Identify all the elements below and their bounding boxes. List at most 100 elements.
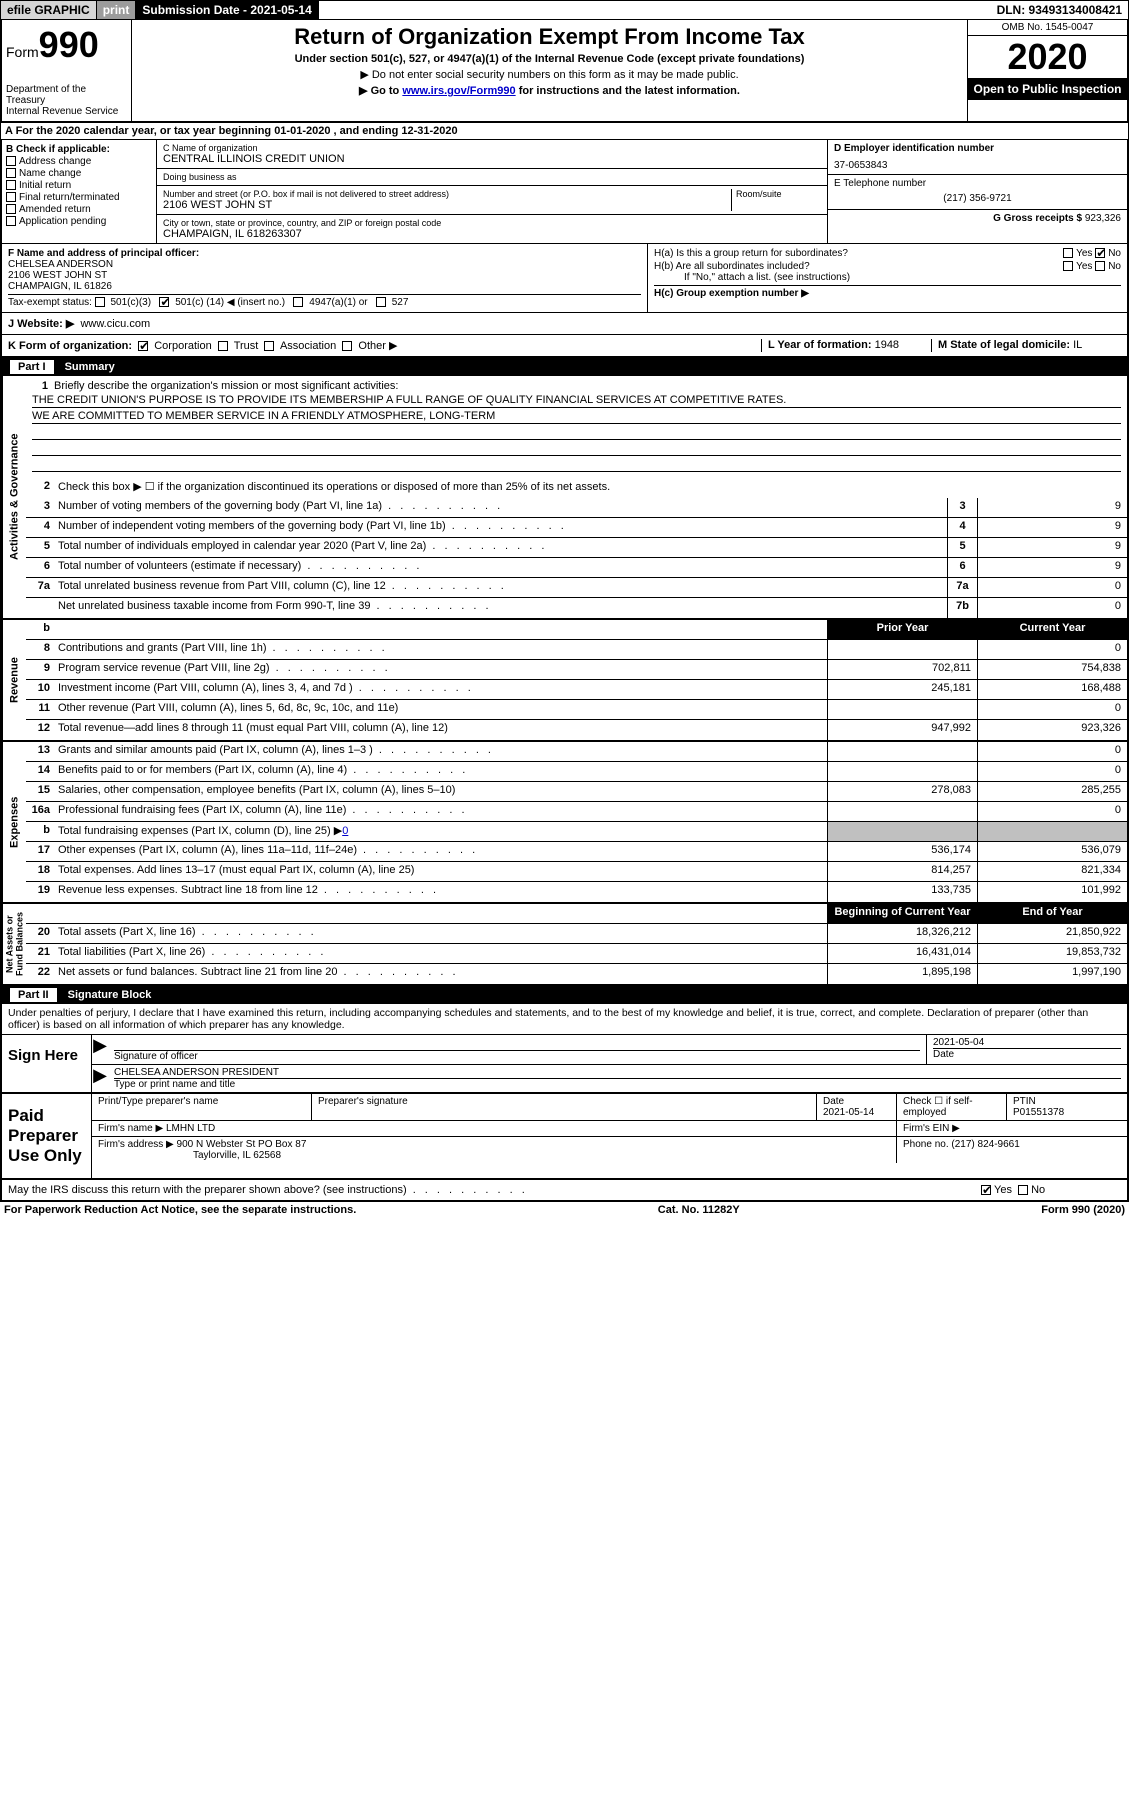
ptin-value: P01551378	[1013, 1107, 1064, 1118]
website-value: www.cicu.com	[80, 318, 150, 330]
foot-left: For Paperwork Reduction Act Notice, see …	[4, 1204, 356, 1216]
prep-date-label: Date	[823, 1096, 844, 1107]
line19: Revenue less expenses. Subtract line 18 …	[54, 882, 827, 902]
form-header: Form990 Department of the Treasury Inter…	[0, 20, 1129, 123]
sign-here-block: Sign Here ▶ Signature of officer 2021-05…	[0, 1034, 1129, 1094]
net-tab: Net Assets orFund Balances	[2, 904, 26, 984]
check-501c3[interactable]	[95, 297, 105, 307]
check-trust[interactable]	[218, 341, 228, 351]
check-self-emp[interactable]: Check ☐ if self-employed	[903, 1096, 973, 1118]
line11: Other revenue (Part VIII, column (A), li…	[54, 700, 827, 719]
part1-label: Part I	[10, 360, 54, 374]
discuss-no[interactable]	[1018, 1185, 1028, 1195]
org-info-block: B Check if applicable: Address change Na…	[0, 140, 1129, 244]
line12: Total revenue—add lines 8 through 11 (mu…	[54, 720, 827, 740]
part2-title: Signature Block	[68, 989, 152, 1001]
prep-sig-label: Preparer's signature	[318, 1096, 408, 1107]
line10: Investment income (Part VIII, column (A)…	[54, 680, 827, 699]
addr-value: 2106 WEST JOHN ST	[163, 199, 731, 211]
ein-label: D Employer identification number	[834, 143, 1121, 154]
firm-addr-label: Firm's address ▶	[98, 1139, 174, 1150]
signer-name: CHELSEA ANDERSON PRESIDENT	[114, 1067, 1121, 1079]
print-button[interactable]: print	[97, 1, 137, 19]
v7a: 0	[977, 578, 1127, 597]
check-4947[interactable]	[293, 297, 303, 307]
hb-no[interactable]	[1095, 261, 1105, 271]
end-hdr: End of Year	[977, 904, 1127, 923]
check-527[interactable]	[376, 297, 386, 307]
part1-title: Summary	[65, 361, 115, 373]
fundraising-link[interactable]: 0	[342, 825, 348, 837]
v4: 9	[977, 518, 1127, 537]
irs-link[interactable]: www.irs.gov/Form990	[402, 85, 515, 97]
k-label: K Form of organization:	[8, 340, 132, 352]
gross-value: 923,326	[1085, 213, 1121, 224]
m-value: IL	[1073, 339, 1082, 351]
website-row: J Website: ▶ www.cicu.com	[0, 313, 1129, 335]
ein-value: 37-0653843	[834, 160, 1121, 171]
tel-label: E Telephone number	[834, 178, 1121, 189]
line13: Grants and similar amounts paid (Part IX…	[54, 742, 827, 761]
penalty-text: Under penalties of perjury, I declare th…	[0, 1004, 1129, 1034]
tax-exempt-label: Tax-exempt status:	[8, 297, 92, 308]
check-address[interactable]: Address change	[6, 156, 152, 167]
check-501c[interactable]	[159, 297, 169, 307]
ha-yes[interactable]	[1063, 248, 1073, 258]
city-label: City or town, state or province, country…	[163, 218, 821, 228]
v5: 9	[977, 538, 1127, 557]
top-bar: efile GRAPHIC print Submission Date - 20…	[0, 0, 1129, 20]
line9: Program service revenue (Part VIII, line…	[54, 660, 827, 679]
org-mid-col: C Name of organization CENTRAL ILLINOIS …	[157, 140, 827, 243]
submission-date: Submission Date - 2021-05-14	[136, 1, 318, 19]
hb-yes[interactable]	[1063, 261, 1073, 271]
sig-date: 2021-05-04	[933, 1037, 1121, 1049]
header-right: OMB No. 1545-0047 2020 Open to Public In…	[967, 20, 1127, 121]
mission-line5	[32, 458, 1121, 472]
mission-line2: WE ARE COMMITTED TO MEMBER SERVICE IN A …	[32, 410, 1121, 424]
mission-line4	[32, 442, 1121, 456]
firm-label: Firm's name ▶	[98, 1123, 163, 1134]
sig-date-label: Date	[933, 1049, 1121, 1060]
tax-year: 2020	[968, 36, 1127, 78]
discuss-yes[interactable]	[981, 1185, 991, 1195]
line17: Other expenses (Part IX, column (A), lin…	[54, 842, 827, 861]
check-initial[interactable]: Initial return	[6, 180, 152, 191]
k-row: K Form of organization: Corporation Trus…	[0, 335, 1129, 358]
dln-number: DLN: 93493134008421	[991, 1, 1128, 19]
dba-label: Doing business as	[163, 172, 821, 182]
signer-name-label: Type or print name and title	[114, 1079, 1121, 1090]
line6: Total number of volunteers (estimate if …	[54, 558, 947, 577]
tel-value: (217) 356-9721	[834, 193, 1121, 204]
officer-info: F Name and address of principal officer:…	[2, 244, 647, 312]
form-number: Form990	[6, 24, 127, 66]
check-corp[interactable]	[138, 341, 148, 351]
prior-hdr: Prior Year	[827, 620, 977, 639]
sig-arrow-icon: ▶	[92, 1035, 108, 1064]
line20: Total assets (Part X, line 16)	[54, 924, 827, 943]
sign-here-label: Sign Here	[2, 1035, 92, 1092]
ha-no[interactable]	[1095, 248, 1105, 258]
hb-label: H(b) Are all subordinates included?	[654, 261, 810, 272]
activities-tab: Activities & Governance	[2, 376, 26, 618]
check-assoc[interactable]	[264, 341, 274, 351]
addr-label: Number and street (or P.O. box if mail i…	[163, 189, 731, 199]
check-pending[interactable]: Application pending	[6, 216, 152, 227]
check-amended[interactable]: Amended return	[6, 204, 152, 215]
check-name[interactable]: Name change	[6, 168, 152, 179]
phone-value: (217) 824-9661	[951, 1139, 1019, 1150]
group-return-info: H(a) Is this a group return for subordin…	[647, 244, 1127, 312]
preparer-label: Paid Preparer Use Only	[2, 1094, 92, 1178]
v6: 9	[977, 558, 1127, 577]
line7b: Net unrelated business taxable income fr…	[54, 598, 947, 618]
check-other[interactable]	[342, 341, 352, 351]
line5: Total number of individuals employed in …	[54, 538, 947, 557]
spacer	[319, 8, 991, 12]
website-label: J Website: ▶	[8, 318, 74, 330]
header-left: Form990 Department of the Treasury Inter…	[2, 20, 132, 121]
officer-addr2: CHAMPAIGN, IL 61826	[8, 281, 641, 292]
v3: 9	[977, 498, 1127, 517]
net-assets-block: Net Assets orFund Balances Beginning of …	[0, 904, 1129, 986]
sig-arrow2-icon: ▶	[92, 1065, 108, 1092]
check-final[interactable]: Final return/terminated	[6, 192, 152, 203]
foot-right: Form 990 (2020)	[1041, 1204, 1125, 1216]
